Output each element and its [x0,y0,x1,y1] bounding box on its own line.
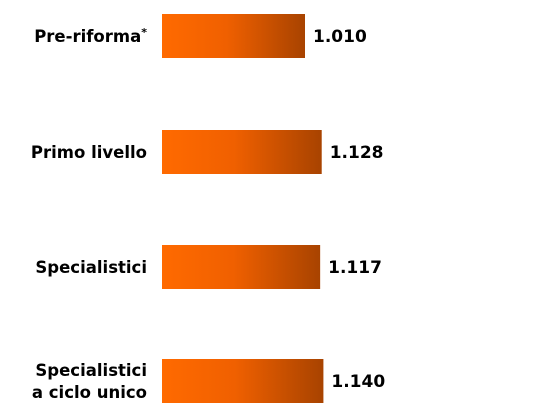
bar-3 [162,359,324,403]
labels-layer: 1.010 Pre-riforma* 1.128 Primo livello 1.117… [31,26,385,402]
bars-layer [162,14,324,403]
value-label-0: 1.010 [313,27,367,47]
category-label-1: Primo livello [31,143,147,162]
category-label-2: Specialistici [35,258,147,277]
bar-2 [162,245,321,289]
category-label-3-line-0: Specialistici [35,361,147,380]
bar-1 [162,130,322,174]
bar-0 [162,14,305,58]
category-label-0: Pre-riforma* [34,26,147,46]
value-label-2: 1.117 [328,258,382,278]
category-label-3-line-1: a ciclo unico [32,383,147,402]
value-label-3: 1.140 [331,372,385,392]
value-label-1: 1.128 [330,143,384,163]
